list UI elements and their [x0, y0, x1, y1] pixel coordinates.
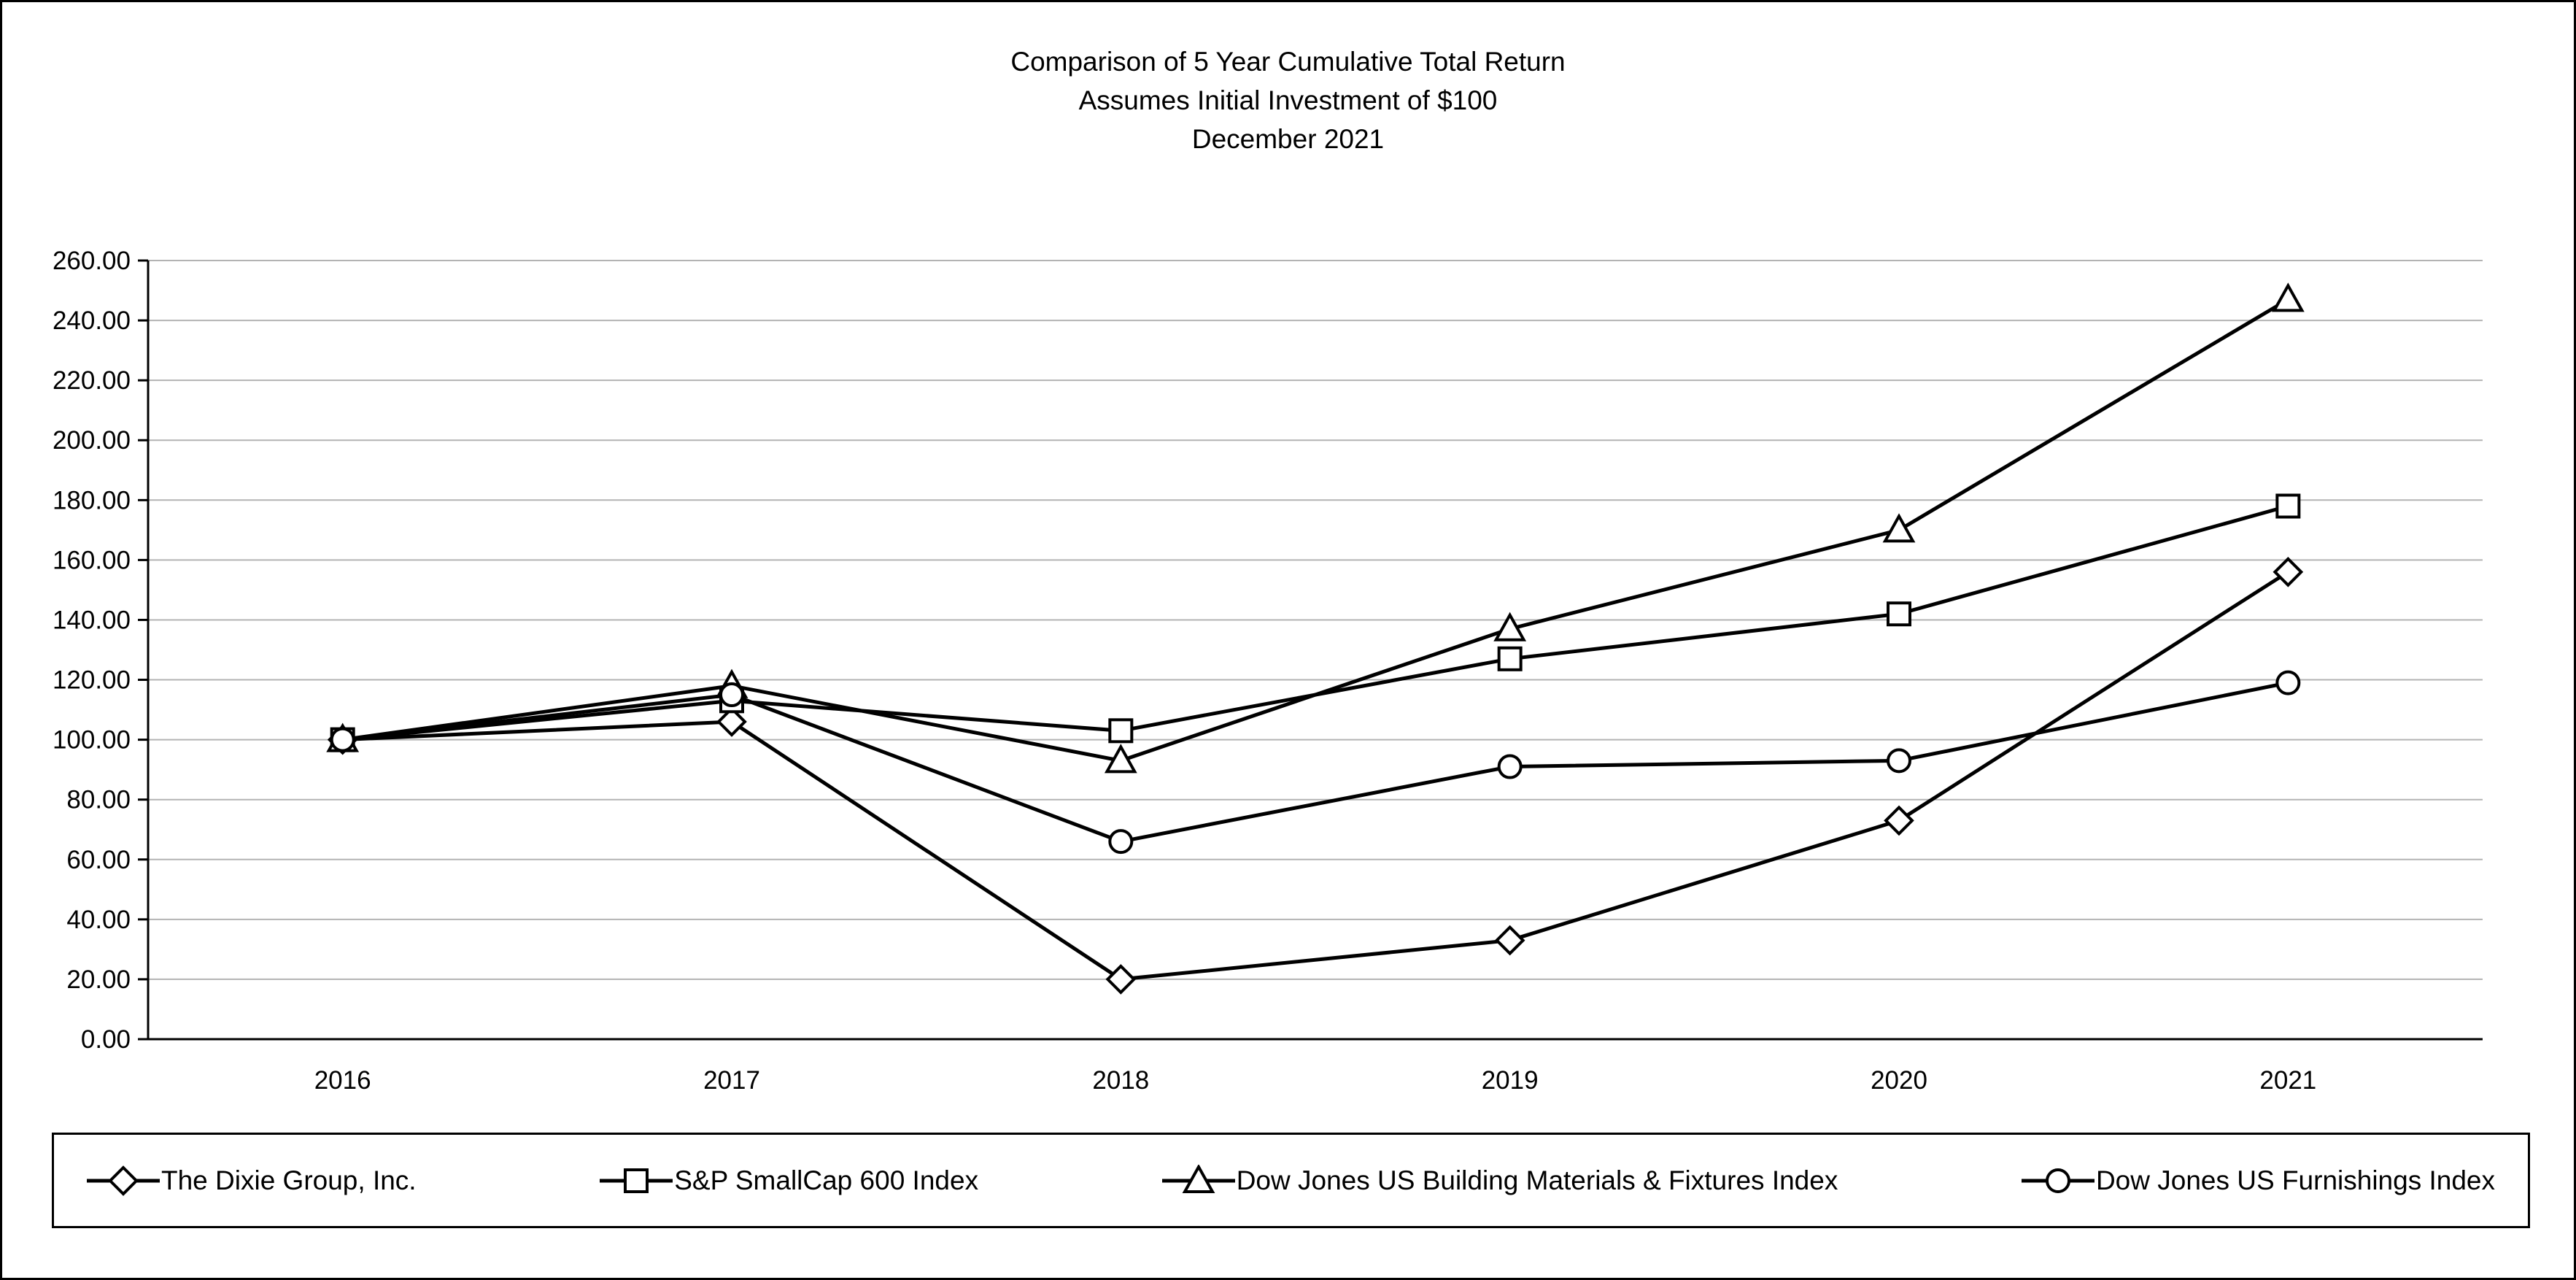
legend-item: S&P SmallCap 600 Index — [600, 1165, 978, 1197]
circle-marker — [1497, 754, 1523, 779]
legend-label: Dow Jones US Building Materials & Fixtur… — [1236, 1165, 1838, 1195]
triangle-marker — [1182, 1164, 1215, 1193]
series-line-triangle — [342, 298, 2289, 763]
diamond-marker — [108, 1165, 139, 1196]
y-tick-label: 140.00 — [53, 606, 131, 634]
diamond-marker — [716, 706, 747, 737]
series-line-circle — [342, 681, 2289, 844]
y-tick-label: 60.00 — [66, 846, 131, 874]
square-marker — [2275, 493, 2301, 519]
diamond-marker — [1884, 805, 1914, 836]
legend-label: The Dixie Group, Inc. — [161, 1165, 417, 1195]
series-line-diamond — [342, 570, 2289, 982]
chart-title: Comparison of 5 Year Cumulative Total Re… — [2, 42, 2574, 158]
square-marker — [1108, 718, 1134, 744]
y-tick-label: 180.00 — [53, 486, 131, 514]
legend-item: Dow Jones US Building Materials & Fixtur… — [1161, 1164, 1838, 1197]
chart-legend: The Dixie Group, Inc. S&P SmallCap 600 In… — [52, 1133, 2530, 1228]
y-tick-label: 20.00 — [66, 965, 131, 994]
x-tick-label: 2021 — [2259, 1066, 2316, 1095]
legend-symbol-circle — [2021, 1168, 2095, 1193]
circle-marker — [2045, 1168, 2070, 1193]
triangle-marker — [1104, 744, 1137, 774]
chart-title-line2: Assumes Initial Investment of $100 — [1078, 85, 1498, 115]
circle-marker — [1887, 748, 1911, 774]
y-tick-label: 160.00 — [53, 546, 131, 574]
x-tick-label: 2019 — [1482, 1066, 1539, 1095]
y-tick-label: 0.00 — [81, 1025, 131, 1054]
y-tick-label: 100.00 — [53, 726, 131, 755]
circle-marker — [719, 682, 744, 708]
square-marker — [624, 1168, 649, 1193]
legend-symbol-square — [600, 1168, 673, 1193]
triangle-marker — [1493, 612, 1527, 641]
y-tick-label: 240.00 — [53, 306, 131, 335]
legend-item: Dow Jones US Furnishings Index — [2021, 1165, 2495, 1197]
y-tick-label: 220.00 — [53, 366, 131, 395]
x-tick-label: 2018 — [1092, 1066, 1149, 1095]
square-marker — [1887, 601, 1911, 627]
y-tick-label: 120.00 — [53, 666, 131, 695]
x-tick-label: 2016 — [314, 1066, 371, 1095]
diamond-marker — [1105, 964, 1137, 995]
y-tick-label: 200.00 — [53, 426, 131, 455]
circle-marker — [1108, 829, 1134, 855]
diamond-marker — [2273, 556, 2304, 587]
chart-title-line1: Comparison of 5 Year Cumulative Total Re… — [1010, 47, 1566, 77]
legend-label: S&P SmallCap 600 Index — [674, 1165, 979, 1195]
square-marker — [1497, 646, 1523, 671]
chart-title-line3: December 2021 — [1191, 124, 1385, 154]
legend-symbol-diamond — [87, 1165, 160, 1196]
legend-symbol-triangle — [1161, 1164, 1235, 1193]
circle-marker — [2275, 670, 2301, 695]
triangle-marker — [1882, 513, 1916, 543]
diamond-marker — [1494, 925, 1525, 956]
y-tick-label: 260.00 — [53, 247, 131, 275]
y-tick-label: 80.00 — [66, 786, 131, 814]
legend-item: The Dixie Group, Inc. — [87, 1165, 417, 1197]
x-tick-label: 2017 — [703, 1066, 760, 1095]
legend-label: Dow Jones US Furnishings Index — [2095, 1165, 2495, 1195]
circle-marker — [330, 727, 355, 752]
triangle-marker — [2271, 282, 2305, 312]
y-tick-label: 40.00 — [66, 906, 131, 934]
x-tick-label: 2020 — [1871, 1066, 1927, 1095]
